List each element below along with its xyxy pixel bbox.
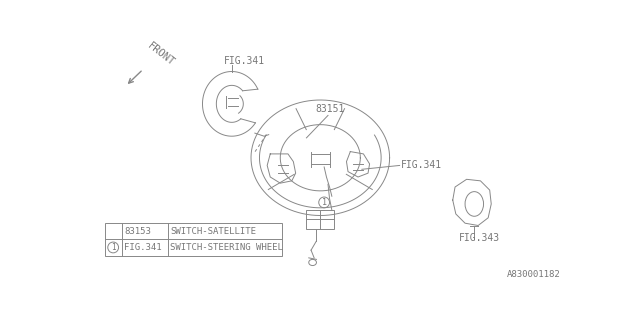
Text: FIG.341: FIG.341 <box>124 243 161 252</box>
Text: FRONT: FRONT <box>145 41 176 68</box>
Text: 1: 1 <box>322 198 326 207</box>
Text: SWITCH-SATELLITE: SWITCH-SATELLITE <box>170 227 256 236</box>
Text: SWITCH-STEERING WHEEL: SWITCH-STEERING WHEEL <box>170 243 283 252</box>
Text: FIG.343: FIG.343 <box>459 233 500 243</box>
Bar <box>105 223 282 256</box>
Text: 1: 1 <box>111 243 115 252</box>
Text: 83153: 83153 <box>124 227 151 236</box>
Text: A830001182: A830001182 <box>507 270 561 279</box>
Text: FIG.341: FIG.341 <box>224 56 265 66</box>
Bar <box>307 210 334 228</box>
Text: FIG.341: FIG.341 <box>401 160 442 171</box>
Text: 83151: 83151 <box>315 104 344 114</box>
